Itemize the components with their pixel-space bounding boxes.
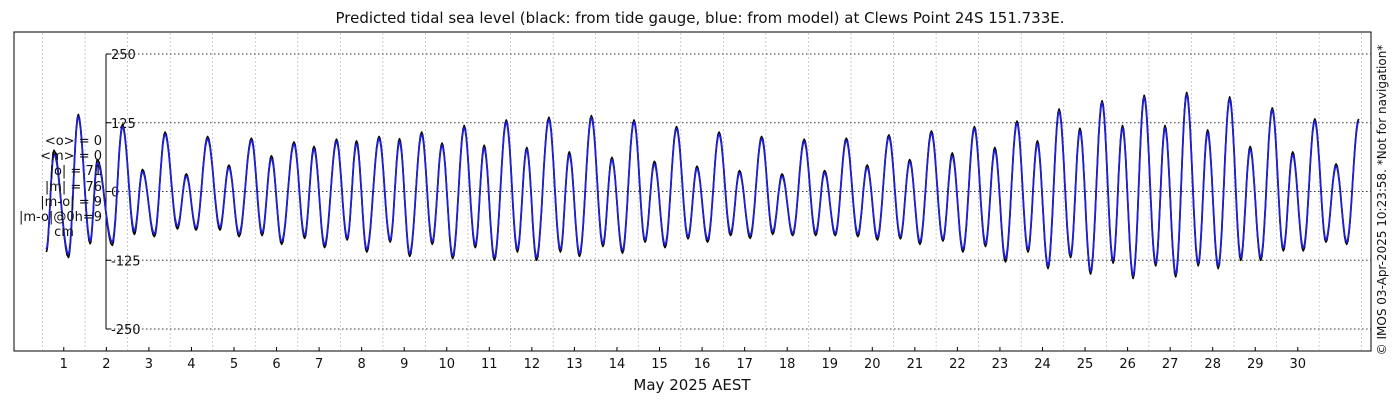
y-tick-label: -250 — [111, 323, 141, 338]
stat-abs-difference: |m-o| = 9 — [40, 194, 102, 210]
x-tick-label: 19 — [821, 357, 838, 372]
x-tick-label: 5 — [230, 357, 238, 372]
grid-layer — [42, 33, 1371, 350]
stat-mean-model: <m> = 0 — [40, 149, 102, 165]
x-tick-label: 12 — [524, 357, 541, 372]
x-tick-label: 18 — [779, 357, 796, 372]
x-tick-label: 17 — [736, 357, 753, 372]
x-tick-label: 2 — [102, 357, 110, 372]
y-tick-label: 250 — [111, 48, 136, 63]
y-tick-label: -125 — [111, 254, 141, 269]
x-tick-label: 16 — [694, 357, 711, 372]
x-tick-label: 4 — [187, 357, 195, 372]
x-tick-label: 28 — [1204, 357, 1221, 372]
x-tick-label: 30 — [1290, 357, 1307, 372]
x-tick-label: 13 — [566, 357, 583, 372]
x-tick-label: 29 — [1247, 357, 1264, 372]
stat-mean-observed: <o> = 0 — [44, 134, 102, 149]
y-axis: -250 -125 0 125 250 — [105, 48, 141, 338]
x-tick-label: 7 — [315, 357, 323, 372]
x-tick-label: 22 — [949, 357, 966, 372]
x-tick-label: 27 — [1162, 357, 1179, 372]
stat-abs-observed: |o| = 71 — [49, 164, 102, 180]
x-tick-label: 10 — [438, 357, 455, 372]
chart-title: Predicted tidal sea level (black: from t… — [335, 9, 1065, 27]
x-tick-label: 9 — [400, 357, 408, 372]
x-tick-label: 8 — [358, 357, 366, 372]
x-tick-label: 6 — [272, 357, 280, 372]
series-line-model — [45, 93, 1360, 277]
series-layer — [45, 91, 1360, 280]
x-axis: 1 2 3 4 5 6 7 8 9 10 11 12 13 14 15 16 17 18 19 20 21 22 23 24 2… — [60, 347, 1306, 372]
x-tick-label: 3 — [145, 357, 153, 372]
x-tick-label: 1 — [60, 357, 68, 372]
stat-abs-model: |m| = 76 — [44, 179, 102, 195]
x-tick-label: 14 — [609, 357, 626, 372]
x-tick-label: 25 — [1077, 357, 1094, 372]
stat-units: cm — [54, 225, 74, 241]
x-tick-label: 15 — [651, 357, 668, 372]
x-tick-label: 11 — [481, 357, 498, 372]
plot-frame — [13, 31, 1372, 352]
y-tick-label: 125 — [111, 117, 136, 132]
stat-abs-difference-0h: |m-o|@0h=9 — [19, 210, 102, 226]
x-axis-title: May 2025 AEST — [633, 376, 751, 394]
x-tick-label: 24 — [1034, 357, 1051, 372]
x-tick-label: 21 — [907, 357, 924, 372]
x-tick-label: 23 — [992, 357, 1009, 372]
y-tick-label: 0 — [111, 186, 119, 201]
x-tick-label: 20 — [864, 357, 881, 372]
copyright-note: © IMOS 03-Apr-2025 10:23:58. *Not for na… — [1375, 44, 1389, 356]
stats-panel: <o> = 0 <m> = 0 |o| = 71 |m| = 76 |m-o| … — [14, 134, 102, 240]
x-tick-label: 26 — [1119, 357, 1136, 372]
